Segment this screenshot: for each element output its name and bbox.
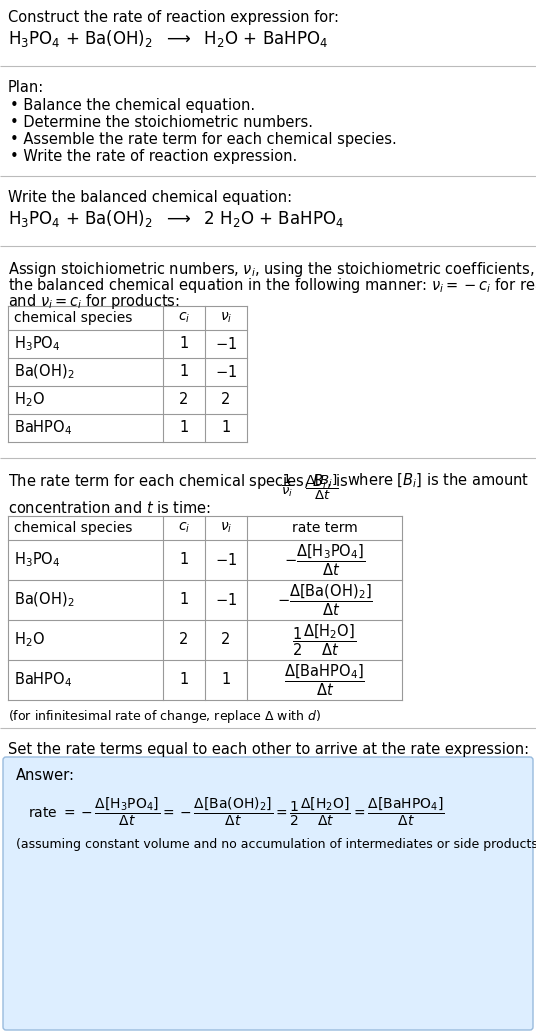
Text: $c_i$: $c_i$ [178, 521, 190, 536]
Text: $\nu_i$: $\nu_i$ [220, 521, 232, 536]
Text: • Balance the chemical equation.: • Balance the chemical equation. [10, 98, 255, 112]
Text: Set the rate terms equal to each other to arrive at the rate expression:: Set the rate terms equal to each other t… [8, 742, 529, 757]
Text: $-\dfrac{\Delta[\mathrm{H_3PO_4}]}{\Delta t}$: $-\dfrac{\Delta[\mathrm{H_3PO_4}]}{\Delt… [284, 542, 365, 578]
Text: Assign stoichiometric numbers, $\nu_i$, using the stoichiometric coefficients, $: Assign stoichiometric numbers, $\nu_i$, … [8, 260, 536, 279]
Text: chemical species: chemical species [14, 521, 132, 535]
Text: 1: 1 [221, 673, 230, 687]
Text: $\dfrac{1}{2}\dfrac{\Delta[\mathrm{H_2O}]}{\Delta t}$: $\dfrac{1}{2}\dfrac{\Delta[\mathrm{H_2O}… [293, 622, 356, 657]
Text: $\mathrm{BaHPO_4}$: $\mathrm{BaHPO_4}$ [14, 671, 72, 689]
Text: where $[B_i]$ is the amount: where $[B_i]$ is the amount [347, 472, 530, 490]
Text: $\mathrm{H_3PO_4}$: $\mathrm{H_3PO_4}$ [14, 334, 61, 353]
Text: $\mathrm{Ba(OH)_2}$: $\mathrm{Ba(OH)_2}$ [14, 363, 75, 381]
Text: Construct the rate of reaction expression for:: Construct the rate of reaction expressio… [8, 10, 339, 25]
Text: • Assemble the rate term for each chemical species.: • Assemble the rate term for each chemic… [10, 132, 397, 147]
Text: Answer:: Answer: [16, 768, 75, 783]
Text: $-1$: $-1$ [215, 592, 237, 608]
Text: • Write the rate of reaction expression.: • Write the rate of reaction expression. [10, 149, 297, 164]
Text: 1: 1 [180, 673, 189, 687]
Text: 1: 1 [180, 592, 189, 608]
Text: 1: 1 [180, 364, 189, 380]
Text: $\mathrm{Ba(OH)_2}$: $\mathrm{Ba(OH)_2}$ [14, 590, 75, 609]
Text: rate $= -\dfrac{\Delta[\mathrm{H_3PO_4}]}{\Delta t} = -\dfrac{\Delta[\mathrm{Ba(: rate $= -\dfrac{\Delta[\mathrm{H_3PO_4}]… [28, 796, 444, 829]
Text: $\dfrac{\Delta[B_i]}{\Delta t}$: $\dfrac{\Delta[B_i]}{\Delta t}$ [305, 473, 338, 503]
Text: $\mathrm{H_2O}$: $\mathrm{H_2O}$ [14, 391, 45, 410]
Text: 1: 1 [180, 336, 189, 352]
Text: 2: 2 [221, 633, 230, 647]
Text: $\mathrm{H_3PO_4}$ + $\mathrm{Ba(OH)_2}$  $\longrightarrow$  2 $\mathrm{H_2O}$ +: $\mathrm{H_3PO_4}$ + $\mathrm{Ba(OH)_2}$… [8, 208, 344, 229]
Text: Plan:: Plan: [8, 80, 44, 95]
Text: $\nu_i$: $\nu_i$ [220, 311, 232, 325]
Text: $-1$: $-1$ [215, 552, 237, 568]
Text: 2: 2 [180, 633, 189, 647]
Text: 1: 1 [180, 420, 189, 436]
Text: $\mathrm{H_3PO_4}$: $\mathrm{H_3PO_4}$ [14, 551, 61, 570]
Text: $\mathrm{BaHPO_4}$: $\mathrm{BaHPO_4}$ [14, 419, 72, 438]
Text: the balanced chemical equation in the following manner: $\nu_i = -c_i$ for react: the balanced chemical equation in the fo… [8, 276, 536, 295]
Text: 2: 2 [180, 392, 189, 408]
Text: chemical species: chemical species [14, 311, 132, 325]
Text: $c_i$: $c_i$ [178, 311, 190, 325]
Text: $\mathrm{H_2O}$: $\mathrm{H_2O}$ [14, 631, 45, 649]
Text: 1: 1 [180, 552, 189, 568]
Text: (for infinitesimal rate of change, replace $\Delta$ with $d$): (for infinitesimal rate of change, repla… [8, 708, 321, 725]
Text: and $\nu_i = c_i$ for products:: and $\nu_i = c_i$ for products: [8, 292, 180, 311]
Text: $\dfrac{1}{\nu_i}$: $\dfrac{1}{\nu_i}$ [281, 473, 293, 499]
Text: $\dfrac{\Delta[\mathrm{BaHPO_4}]}{\Delta t}$: $\dfrac{\Delta[\mathrm{BaHPO_4}]}{\Delta… [284, 663, 365, 698]
Text: The rate term for each chemical species, $B_i$, is: The rate term for each chemical species,… [8, 472, 349, 491]
Text: • Determine the stoichiometric numbers.: • Determine the stoichiometric numbers. [10, 115, 313, 130]
Text: $-1$: $-1$ [215, 336, 237, 352]
FancyBboxPatch shape [3, 757, 533, 1030]
Text: $\mathrm{H_3PO_4}$ + $\mathrm{Ba(OH)_2}$  $\longrightarrow$  $\mathrm{H_2O}$ + $: $\mathrm{H_3PO_4}$ + $\mathrm{Ba(OH)_2}$… [8, 28, 328, 49]
Text: (assuming constant volume and no accumulation of intermediates or side products): (assuming constant volume and no accumul… [16, 838, 536, 851]
Text: 1: 1 [221, 420, 230, 436]
Text: rate term: rate term [292, 521, 358, 535]
Text: concentration and $t$ is time:: concentration and $t$ is time: [8, 499, 211, 516]
Text: $-1$: $-1$ [215, 364, 237, 380]
Text: 2: 2 [221, 392, 230, 408]
Text: Write the balanced chemical equation:: Write the balanced chemical equation: [8, 190, 292, 205]
Text: $-\dfrac{\Delta[\mathrm{Ba(OH)_2}]}{\Delta t}$: $-\dfrac{\Delta[\mathrm{Ba(OH)_2}]}{\Del… [277, 582, 373, 618]
